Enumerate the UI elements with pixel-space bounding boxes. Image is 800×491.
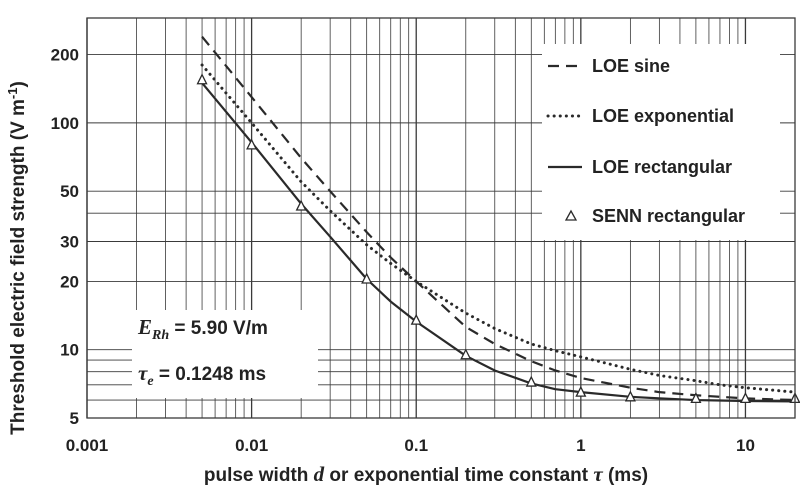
- senn-data-point: [624, 390, 636, 402]
- senn-data-point: [690, 391, 702, 404]
- senn-data-point: [460, 348, 472, 360]
- marker-group: [196, 73, 800, 404]
- time-constant-annotation: τe = 0.1248 ms: [138, 361, 266, 389]
- legend: LOE sine LOE exponential LOE rectangular…: [542, 44, 780, 240]
- legend-background: [542, 44, 780, 240]
- senn-data-point: [739, 391, 751, 404]
- y-tick-label: 10: [60, 341, 79, 360]
- senn-data-point: [295, 199, 307, 211]
- x-tick-label: 0.1: [404, 436, 428, 455]
- legend-sine-label: LOE sine: [592, 56, 670, 76]
- legend-rectangular-label: LOE rectangular: [592, 157, 732, 177]
- y-tick-label: 200: [51, 46, 79, 65]
- senn-data-point: [525, 375, 537, 387]
- legend-senn-marker-icon: [564, 209, 578, 221]
- x-tick-label: 1: [576, 436, 585, 455]
- senn-data-point: [196, 73, 208, 85]
- senn-data-point: [575, 385, 587, 397]
- legend-senn-label: SENN rectangular: [592, 206, 745, 226]
- series-line-dashed: [201, 35, 796, 402]
- x-tick-label: 10: [736, 436, 755, 455]
- plot-border: [86, 17, 796, 419]
- x-tick-label: 0.01: [235, 436, 268, 455]
- series-line-dotted: [200, 63, 797, 394]
- plot-frame: [86, 17, 796, 419]
- y-tick-label: 20: [60, 272, 79, 291]
- y-tick-label: 50: [60, 182, 79, 201]
- y-tick-label: 5: [70, 409, 79, 428]
- annotations: ERh = 5.90 V/m τe = 0.1248 ms: [132, 310, 318, 398]
- y-axis-label: Threshold electric field strength (V m-1…: [5, 81, 29, 435]
- senn-data-point: [361, 272, 373, 284]
- tick-labels: 0.001 0.01 0.1 1 10 5 10 20 30 50 100 200: [51, 46, 755, 455]
- x-axis-label: pulse width d or exponential time consta…: [204, 462, 648, 486]
- senn-data-point: [246, 138, 258, 150]
- x-tick-label: 0.001: [66, 436, 109, 455]
- annotation-background: [132, 310, 318, 398]
- senn-data-point: [410, 313, 422, 325]
- y-tick-label: 30: [60, 232, 79, 251]
- y-tick-label: 100: [51, 114, 79, 133]
- rheobase-annotation: ERh = 5.90 V/m: [137, 315, 268, 343]
- legend-exponential-label: LOE exponential: [592, 106, 734, 126]
